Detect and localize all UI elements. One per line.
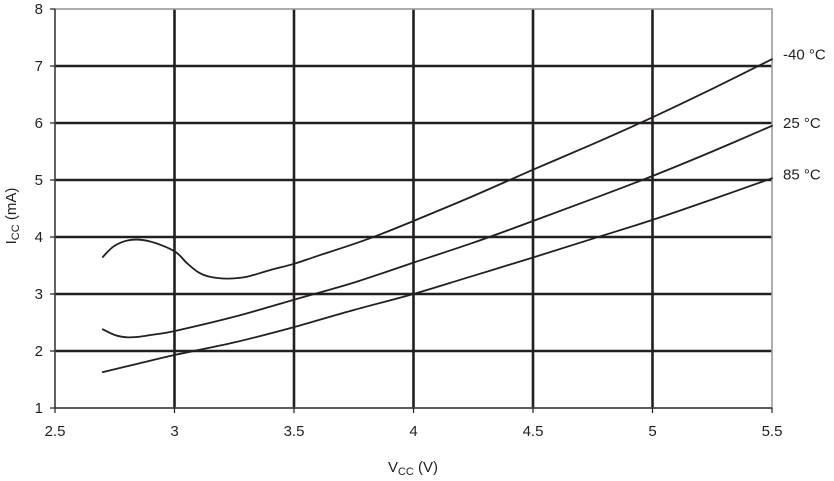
y-tick-label: 7 xyxy=(35,58,43,75)
series-line-1 xyxy=(101,58,773,280)
y-tick-label: 2 xyxy=(35,343,43,360)
x-tick-label: 3 xyxy=(170,423,178,440)
y-axis-title-sub: CC xyxy=(10,224,22,240)
series-line-2 xyxy=(101,124,773,339)
series-line-3 xyxy=(101,177,773,373)
x-axis-title-unit: (V) xyxy=(414,459,438,476)
x-tick-label: 3.5 xyxy=(284,423,305,440)
series-label-1: -40 °C xyxy=(783,47,826,64)
x-axis-title-main: V xyxy=(388,459,398,476)
y-tick-label: 5 xyxy=(35,172,43,189)
y-tick-label: 4 xyxy=(35,229,43,246)
series-labels: -40 °C 25 °C 85 °C xyxy=(783,47,826,184)
x-tick-label: 4.5 xyxy=(523,423,544,440)
x-tick-label: 5.5 xyxy=(762,423,783,440)
y-tick-label: 3 xyxy=(35,286,43,303)
y-axis-title-unit: (mA) xyxy=(3,188,20,225)
x-axis-title: VCC (V) xyxy=(388,459,438,478)
x-tick-label: 5 xyxy=(648,423,656,440)
y-axis-title-main: I xyxy=(3,240,20,244)
grid xyxy=(55,9,772,408)
y-tick-labels: 1 2 3 4 5 6 7 8 xyxy=(35,1,43,417)
x-axis-title-sub: CC xyxy=(398,466,414,478)
y-axis-title: ICC (mA) xyxy=(3,188,22,245)
series-label-3: 85 °C xyxy=(783,166,821,183)
series-label-2: 25 °C xyxy=(783,115,821,132)
y-tick-label: 8 xyxy=(35,1,43,18)
x-tick-labels: 2.5 3 3.5 4 4.5 5 5.5 xyxy=(45,423,783,440)
tick-marks xyxy=(50,8,773,413)
y-tick-label: 6 xyxy=(35,115,43,132)
x-tick-label: 4 xyxy=(409,423,417,440)
x-tick-label: 2.5 xyxy=(45,423,66,440)
y-tick-label: 1 xyxy=(35,400,43,417)
series-lines xyxy=(101,58,773,373)
